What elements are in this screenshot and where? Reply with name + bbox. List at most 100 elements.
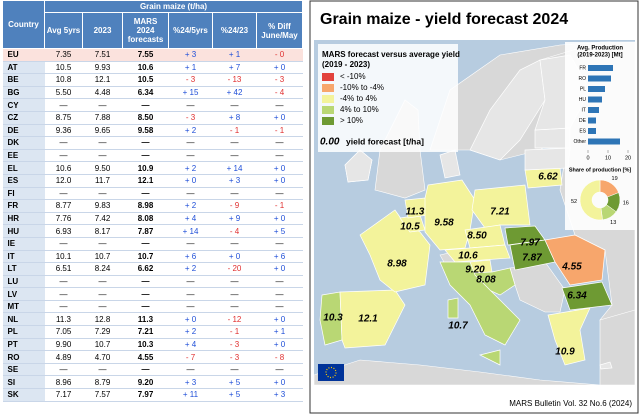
value-cell: —: [44, 187, 83, 201]
table-row: HR 7.76 7.42 8.08 + 4 + 9 + 0: [2, 212, 303, 226]
value-cell: + 0: [256, 111, 303, 125]
map-title: Grain maize - yield forecast 2024: [320, 11, 568, 28]
table-row: SK 7.17 7.57 7.97 + 11 + 5 + 3: [2, 388, 303, 402]
value-cell: —: [256, 287, 303, 301]
value-cell: + 8: [212, 111, 257, 125]
country-cell: EE: [2, 149, 45, 163]
value-cell: —: [212, 287, 257, 301]
value-cell: 10.7: [122, 250, 169, 264]
value-cell: 8.77: [44, 199, 83, 213]
value-cell: 10.6: [44, 161, 83, 175]
value-cell: 7.42: [82, 212, 123, 226]
value-cell: 10.3: [122, 338, 169, 352]
pie-slice: [579, 179, 603, 221]
value-cell: —: [122, 149, 169, 163]
value-cell: + 0: [256, 375, 303, 390]
value-cell: + 0: [168, 174, 213, 188]
bar: [588, 96, 602, 103]
value-cell: 10.5: [44, 61, 83, 75]
country-cell: CY: [2, 98, 45, 112]
x-tick-label: 0: [586, 155, 589, 161]
value-cell: —: [44, 237, 83, 251]
country: [544, 234, 606, 286]
country-cell: PL: [2, 325, 45, 339]
legend-label: > 10%: [340, 116, 363, 125]
value-cell: + 0: [256, 161, 303, 175]
table-row: CZ 8.75 7.88 8.50- 3 + 8 + 0: [2, 111, 303, 125]
bar: [588, 65, 613, 71]
value-cell: —: [44, 300, 83, 314]
country-cell: NL: [2, 312, 45, 327]
value-cell: - 3: [168, 73, 213, 87]
value-cell: —: [212, 149, 257, 163]
value-cell: + 3: [168, 48, 213, 62]
value-cell: + 0: [256, 61, 303, 75]
legend-label: < -10%: [340, 72, 366, 81]
value-cell: —: [256, 300, 303, 314]
value-cell: 6.93: [44, 224, 83, 238]
country: [424, 179, 476, 251]
column-header: Avg 5yrs: [44, 12, 83, 49]
legend-swatch: [322, 73, 334, 81]
country: [444, 244, 511, 263]
bar-label: PL: [580, 86, 586, 92]
country-cell: FI: [2, 187, 45, 201]
value-cell: —: [256, 237, 303, 251]
value-cell: 8.08: [122, 212, 169, 226]
value-cell: 7.05: [44, 325, 83, 339]
legend-label: 4% to 10%: [340, 105, 379, 114]
map-value-label: 9.58: [434, 218, 454, 229]
bar-label: DE: [579, 118, 587, 124]
value-cell: —: [44, 98, 83, 112]
value-cell: —: [256, 136, 303, 150]
pie-label: 16: [623, 201, 629, 207]
value-cell: —: [212, 187, 257, 201]
value-cell: —: [256, 275, 303, 289]
value-cell: —: [168, 287, 213, 301]
value-cell: + 4: [168, 338, 213, 352]
bar: [588, 117, 596, 124]
value-cell: 6.62: [122, 262, 169, 276]
value-cell: + 3: [256, 388, 303, 402]
value-cell: —: [82, 98, 123, 112]
map-value-label: 7.97: [520, 238, 540, 249]
value-cell: —: [44, 275, 83, 289]
map-value-label: 10.5: [400, 222, 420, 233]
map-value-label: 10.6: [458, 251, 478, 262]
country: [439, 261, 521, 346]
map-value-label: 12.1: [358, 314, 378, 325]
legend-swatch: [322, 117, 334, 125]
value-cell: —: [122, 300, 169, 314]
pie-label: 52: [571, 199, 577, 205]
column-header: % Diff June/May: [256, 12, 303, 49]
value-cell: 5.50: [44, 86, 83, 100]
value-cell: 8.24: [82, 262, 123, 276]
bar-label: FR: [579, 65, 586, 71]
value-cell: —: [122, 187, 169, 201]
table-row: PL 7.05 7.29 7.21 + 2- 1 + 1: [2, 325, 303, 339]
country-cell: BE: [2, 73, 45, 87]
value-cell: —: [122, 98, 169, 112]
x-tick-label: 20: [625, 155, 631, 161]
value-cell: + 11: [168, 388, 213, 402]
map-value-label: 10.9: [555, 347, 575, 358]
map-value-label: 4.55: [561, 262, 582, 273]
value-cell: 7.35: [44, 48, 83, 62]
value-cell: 7.51: [82, 48, 123, 62]
value-cell: + 42: [212, 86, 257, 100]
value-cell: + 0: [256, 312, 303, 327]
value-cell: 6.34: [122, 86, 169, 100]
value-cell: - 1: [212, 325, 257, 339]
value-cell: 11.3: [122, 312, 169, 327]
value-cell: 10.7: [82, 250, 123, 264]
table-row: LV — — — — — —: [2, 287, 303, 301]
table-row: RO 4.89 4.70 4.55- 7- 3- 8: [2, 350, 303, 364]
value-cell: —: [82, 287, 123, 301]
bar: [588, 107, 599, 113]
value-cell: + 2: [168, 325, 213, 339]
value-cell: 9.83: [82, 199, 123, 213]
value-cell: —: [212, 275, 257, 289]
legend-swatch: [322, 106, 334, 114]
legend-box: [318, 44, 458, 152]
inset-box: [565, 42, 635, 230]
